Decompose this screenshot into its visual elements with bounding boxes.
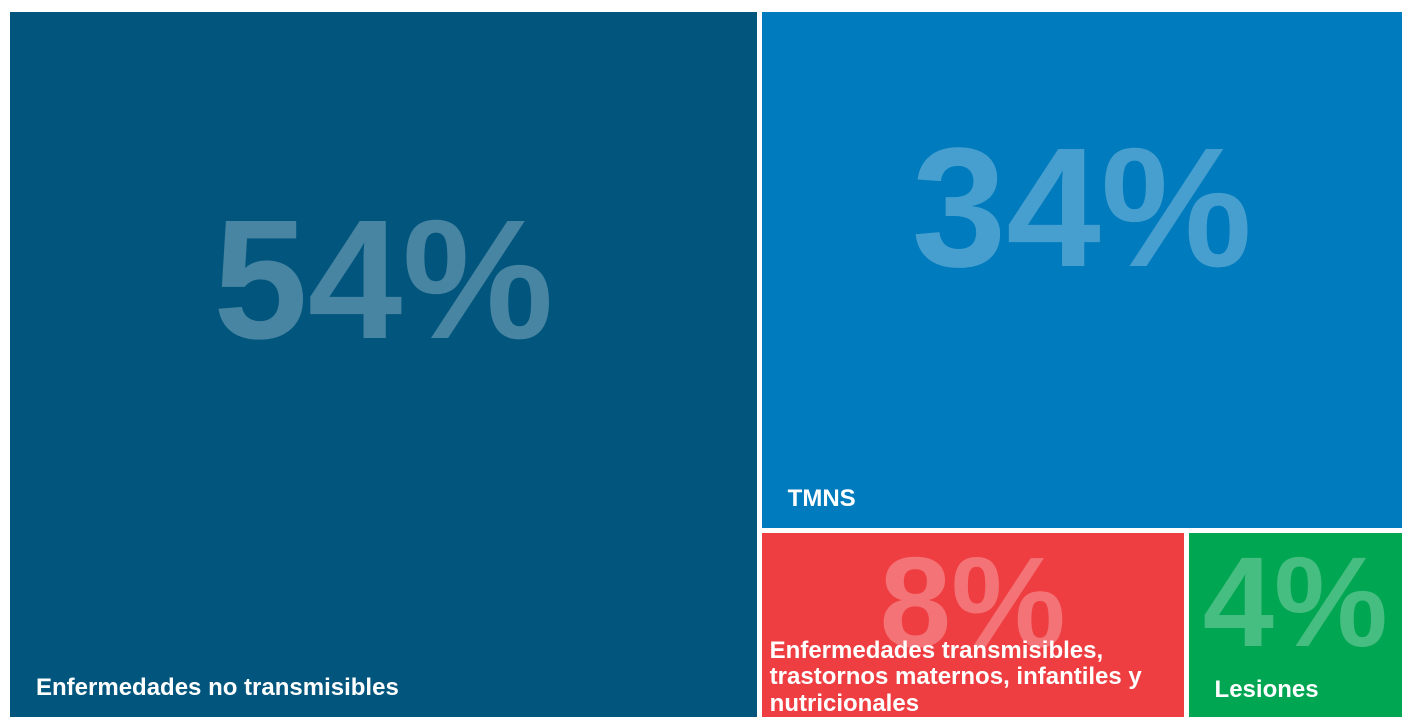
treemap-cell: 8% Enfermedades transmisibles, trastornos… [761,533,1184,717]
treemap-cell: 4% Lesiones [1188,533,1402,717]
category-label: Enfermedades transmisibles, trastornos m… [769,636,1142,717]
value-label: 8% [879,533,1066,675]
value-label: 34% [911,113,1252,304]
category-label: TMNS [787,484,856,512]
value-label: 54% [213,184,554,375]
treemap: 54% Enfermedades no transmisibles 34% TMNS 8… [10,12,1402,717]
category-label: Lesiones [1214,675,1319,703]
category-label: Enfermedades no transmisibles [36,673,399,701]
treemap-cell: 34% TMNS [761,12,1402,529]
value-label: 4% [1202,533,1388,674]
treemap-cell: 54% Enfermedades no transmisibles [10,12,757,717]
